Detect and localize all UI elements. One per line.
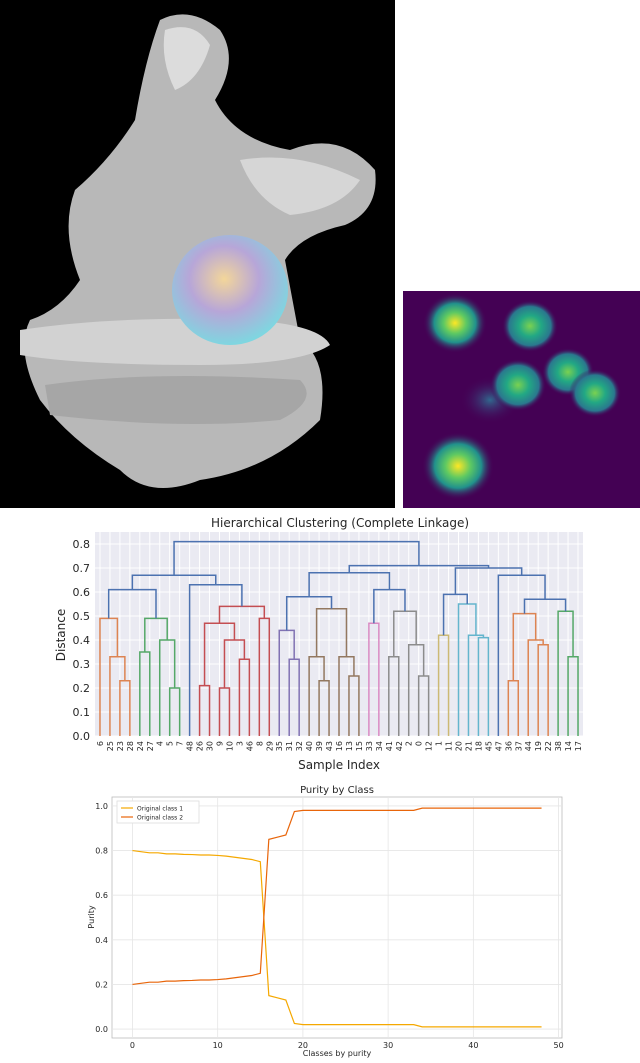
x-tick-label: 47 <box>494 741 503 751</box>
x-tick-label: 37 <box>514 741 523 751</box>
y-tick-label: 0.4 <box>95 936 108 945</box>
density-heatmap <box>403 291 640 508</box>
x-tick-label: 20 <box>298 1041 308 1050</box>
y-tick-label: 0.8 <box>95 847 108 856</box>
legend-box <box>116 800 200 824</box>
y-tick-label: 0.2 <box>95 980 108 989</box>
x-tick-label: 21 <box>464 741 473 751</box>
y-tick-label: 0.0 <box>73 730 91 743</box>
x-tick-label: 34 <box>375 741 384 751</box>
x-tick-label: 27 <box>146 741 155 751</box>
x-tick-label: 5 <box>166 741 175 746</box>
x-tick-label: 8 <box>255 741 264 746</box>
x-tick-label: 24 <box>136 741 145 751</box>
x-tick-label: 32 <box>295 741 304 751</box>
x-tick-label: 30 <box>383 1041 393 1050</box>
x-tick-label: 6 <box>96 741 105 746</box>
x-tick-label: 39 <box>315 741 324 751</box>
x-tick-label: 26 <box>196 741 205 751</box>
x-tick-label: 16 <box>335 741 344 751</box>
x-tick-label: 35 <box>275 741 284 751</box>
x-tick-label: 9 <box>215 741 224 746</box>
x-tick-label: 41 <box>385 741 394 751</box>
y-tick-label: 0.5 <box>73 610 91 623</box>
x-tick-label: 3 <box>235 741 244 746</box>
x-tick-label: 0 <box>130 1041 135 1050</box>
y-tick-label: 0.2 <box>73 682 91 695</box>
x-tick-label: 2 <box>405 741 414 746</box>
y-tick-label: 0.6 <box>95 891 108 900</box>
y-tick-label: 0.1 <box>73 706 91 719</box>
x-tick-label: 4 <box>156 741 165 746</box>
series-line <box>132 849 542 1028</box>
x-tick-label: 20 <box>455 741 464 751</box>
x-tick-label: 45 <box>484 741 493 751</box>
legend-label: Original class 1 <box>137 806 183 813</box>
y-tick-label: 0.3 <box>73 658 91 671</box>
series-line <box>132 807 542 986</box>
chart-title: Hierarchical Clustering (Complete Linkag… <box>211 516 469 530</box>
x-tick-label: 28 <box>126 741 135 751</box>
y-tick-label: 0.6 <box>73 586 91 599</box>
x-tick-label: 42 <box>395 741 404 751</box>
x-tick-label: 10 <box>213 1041 223 1050</box>
x-tick-label: 10 <box>225 741 234 751</box>
x-axis-label: Sample Index <box>298 758 380 772</box>
x-tick-label: 44 <box>524 741 533 751</box>
x-tick-label: 50 <box>553 1041 563 1050</box>
line-chart: Purity by Class Classes by purity Purity… <box>87 785 564 1058</box>
y-tick-label: 0.7 <box>73 562 91 575</box>
x-tick-label: 46 <box>245 741 254 751</box>
x-tick-label: 36 <box>504 741 513 751</box>
y-tick-label: 0.4 <box>73 634 91 647</box>
x-tick-label: 33 <box>365 741 374 751</box>
y-tick-label: 1.0 <box>95 802 108 811</box>
x-tick-label: 40 <box>468 1041 478 1050</box>
x-tick-label: 31 <box>285 741 294 751</box>
dendrogram-link <box>173 540 420 576</box>
y-axis-label: Distance <box>54 609 68 661</box>
y-tick-label: 0.0 <box>95 1025 108 1034</box>
x-tick-label: 14 <box>564 741 573 751</box>
x-tick-label: 19 <box>534 741 543 751</box>
x-axis-label: Classes by purity <box>303 1049 372 1058</box>
y-axis-label: Purity <box>87 905 96 928</box>
x-tick-label: 40 <box>305 741 314 751</box>
x-tick-label: 43 <box>325 741 334 751</box>
x-tick-label: 38 <box>554 741 563 751</box>
chart-title: Purity by Class <box>300 785 374 796</box>
x-tick-label: 23 <box>116 741 125 751</box>
legend-label: Original class 2 <box>137 815 183 822</box>
x-tick-label: 12 <box>425 741 434 751</box>
x-tick-label: 7 <box>176 741 185 746</box>
density-map-render <box>0 0 395 508</box>
x-tick-label: 18 <box>474 741 483 751</box>
plot-frame <box>111 796 563 1039</box>
x-tick-label: 30 <box>206 741 215 751</box>
x-tick-label: 1 <box>435 741 444 746</box>
x-tick-label: 25 <box>106 741 115 751</box>
x-tick-label: 22 <box>544 741 553 751</box>
x-tick-label: 13 <box>345 741 354 751</box>
x-tick-label: 15 <box>355 741 364 751</box>
x-tick-label: 0 <box>415 741 424 746</box>
x-tick-label: 11 <box>445 741 454 751</box>
dendrogram-chart: Hierarchical Clustering (Complete Linkag… <box>54 516 583 772</box>
x-tick-label: 29 <box>265 741 274 751</box>
y-tick-label: 0.8 <box>73 538 91 551</box>
x-tick-label: 17 <box>574 741 583 751</box>
x-tick-label: 48 <box>186 741 195 751</box>
